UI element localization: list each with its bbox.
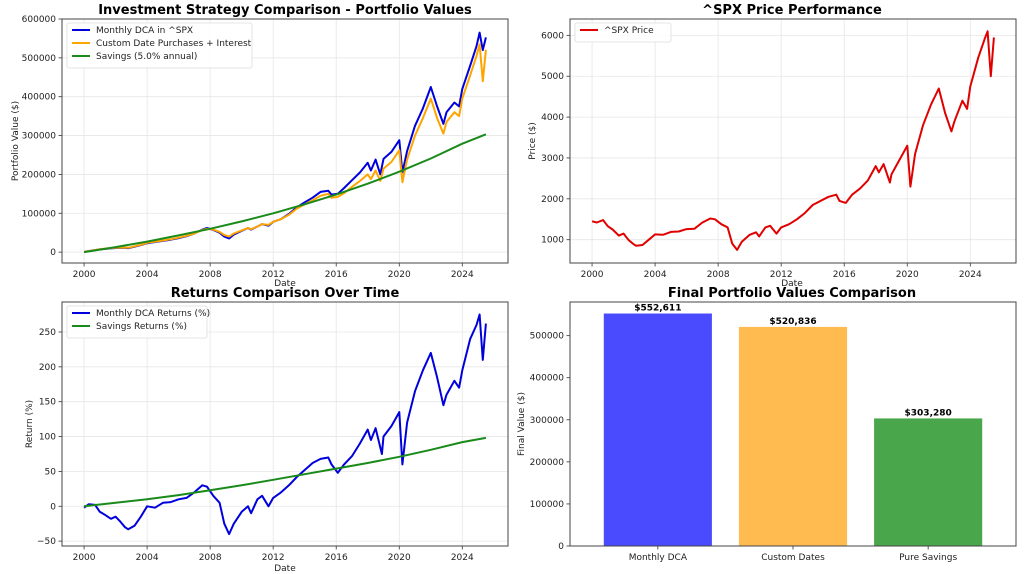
x-tick-label: 2024 [451, 553, 474, 563]
x-tick-label: 2020 [388, 553, 411, 563]
y-axis-label: Portfolio Value ($) [11, 101, 21, 181]
x-tick-label: 2000 [581, 270, 604, 280]
x-tick-label: 2024 [451, 270, 474, 280]
chart-title: Final Portfolio Values Comparison [668, 286, 916, 301]
y-tick-label: 1000 [541, 236, 564, 246]
legend: ^SPX Price [574, 22, 672, 43]
series-line-savings-returns [83, 436, 487, 508]
legend-box [66, 22, 253, 69]
y-tick-label: 500000 [22, 54, 57, 64]
y-tick-label: 600000 [22, 15, 57, 25]
axes-frame [61, 18, 509, 264]
y-tick-label: 300000 [530, 416, 565, 426]
y-tick-label: 100 [39, 433, 56, 443]
chart-title: ^SPX Price Performance [702, 3, 882, 18]
x-tick-label: 2000 [73, 270, 96, 280]
final-values-chart: Final Portfolio Values Comparison Final … [517, 286, 1017, 563]
y-tick-label: 300000 [22, 132, 57, 142]
legend-entry: Monthly DCA Returns (%) [96, 309, 210, 319]
x-tick-label: Pure Savings [899, 553, 957, 563]
x-tick-label: 2020 [896, 270, 919, 280]
y-tick-label: −50 [37, 537, 56, 547]
y-tick-label: 100000 [22, 209, 57, 219]
x-tick-label: 2024 [959, 270, 982, 280]
series-line-monthly-dca-returns [83, 313, 487, 536]
x-tick-label: 2012 [770, 270, 793, 280]
series-line-custom-date-purchases-interest [83, 43, 487, 253]
y-tick-label: 0 [558, 542, 564, 552]
bar-data-label: $552,611 [634, 304, 681, 314]
spx-price-chart: ^SPX Price Performance Date Price ($) 20… [528, 3, 1017, 289]
x-tick-label: 2008 [707, 270, 730, 280]
y-tick-label: 250 [39, 328, 56, 338]
x-tick-label: 2004 [136, 270, 159, 280]
x-tick-label: 2008 [199, 553, 222, 563]
y-axis-label: Final Value ($) [517, 392, 527, 456]
bar-data-label: $520,836 [769, 317, 816, 327]
x-tick-label: 2004 [136, 553, 159, 563]
y-tick-label: 0 [50, 502, 56, 512]
axes-frame [61, 301, 509, 547]
y-tick-label: 400000 [22, 93, 57, 103]
y-tick-label: 3000 [541, 154, 564, 164]
y-tick-label: 500000 [530, 332, 565, 342]
x-tick-label: 2000 [73, 553, 96, 563]
y-tick-label: 100000 [530, 500, 565, 510]
y-tick-label: 0 [50, 248, 56, 258]
plot-area: 2000 2004 2008 2012 2016 2020 2024 −50 0 50 100 150… [37, 301, 509, 563]
legend-entry: ^SPX Price [604, 26, 654, 36]
y-tick-label: 2000 [541, 195, 564, 205]
series-line-spx-price [591, 30, 995, 251]
chart-title: Returns Comparison Over Time [171, 286, 400, 301]
y-tick-label: 5000 [541, 72, 564, 82]
legend-entry: Monthly DCA in ^SPX [96, 26, 193, 36]
y-axis-label: Return (%) [25, 400, 35, 448]
x-tick-label: 2016 [833, 270, 856, 280]
x-tick-label: 2012 [262, 553, 285, 563]
bar-custom-dates [738, 326, 848, 546]
axes-frame [569, 301, 1017, 547]
x-tick-label: 2020 [388, 270, 411, 280]
x-tick-label: 2008 [199, 270, 222, 280]
y-tick-label: 200000 [530, 458, 565, 468]
x-tick-label: Custom Dates [761, 553, 825, 563]
legend-entry: Custom Date Purchases + Interest [96, 39, 252, 49]
x-tick-label: 2012 [262, 270, 285, 280]
x-tick-label: 2016 [325, 553, 348, 563]
portfolio-values-chart: Investment Strategy Comparison - Portfol… [11, 3, 509, 289]
y-tick-label: 4000 [541, 113, 564, 123]
axes-frame [569, 18, 1017, 264]
x-tick-label: 2004 [644, 270, 667, 280]
x-tick-label: 2016 [325, 270, 348, 280]
legend-entry: Savings (5.0% annual) [96, 52, 197, 62]
y-axis-label: Price ($) [528, 122, 538, 160]
y-tick-label: 200 [39, 363, 56, 373]
x-axis-label: Date [274, 564, 296, 574]
legend: Monthly DCA Returns (%) Savings Returns (… [66, 305, 210, 339]
bar-monthly-dca [603, 313, 712, 546]
chart-title: Investment Strategy Comparison - Portfol… [98, 3, 472, 18]
y-tick-label: 150 [39, 398, 56, 408]
y-tick-label: 400000 [530, 374, 565, 384]
legend: Monthly DCA in ^SPX Custom Date Purchases… [66, 22, 253, 69]
legend-box [574, 22, 672, 43]
y-tick-label: 200000 [22, 170, 57, 180]
legend-entry: Savings Returns (%) [96, 322, 187, 332]
plot-area: 0 100000 200000 300000 400000 500000 $552,611 M… [530, 301, 1017, 563]
legend-box [66, 305, 208, 339]
plot-area: 2000 2004 2008 2012 2016 2020 2024 1000 2000 3000… [541, 18, 1017, 280]
series-line-savings-5-0-annual [83, 133, 487, 254]
bar-data-label: $303,280 [905, 408, 952, 418]
bar-pure-savings [874, 418, 983, 546]
returns-chart: Returns Comparison Over Time Date Return… [25, 286, 509, 574]
x-axis-label: Date [781, 279, 803, 289]
x-axis-label: Date [274, 279, 296, 289]
x-tick-label: Monthly DCA [629, 553, 688, 563]
y-tick-label: 6000 [541, 31, 564, 41]
y-tick-label: 50 [45, 467, 57, 477]
